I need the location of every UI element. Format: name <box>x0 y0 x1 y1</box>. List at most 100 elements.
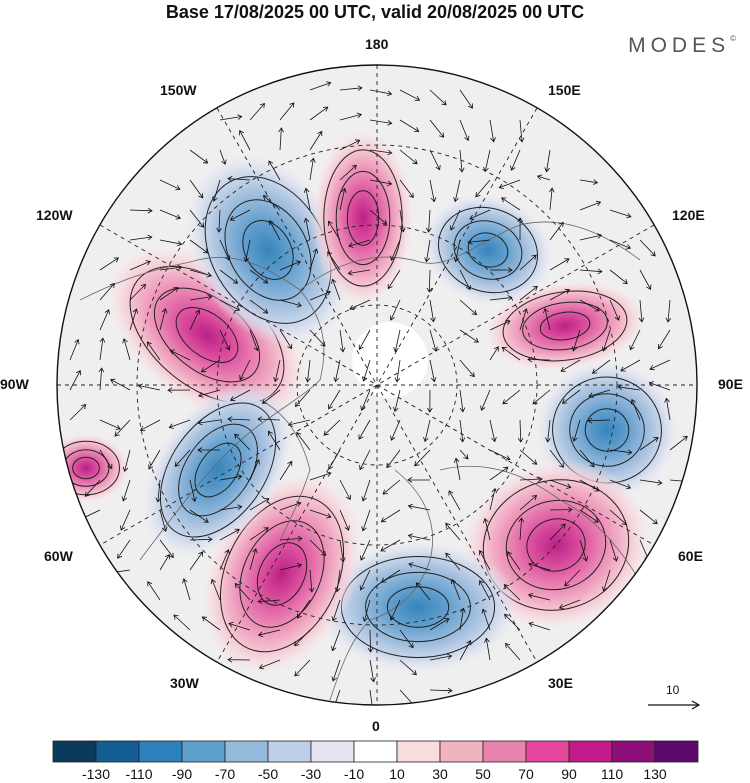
wind-vector <box>588 389 611 398</box>
wind-vector <box>239 129 251 151</box>
wind-vector <box>249 269 269 284</box>
wind-vector <box>173 614 191 631</box>
label-90w: 90W <box>0 376 29 392</box>
wind-vector <box>147 581 161 601</box>
wind-vector <box>229 389 251 402</box>
wind-vector <box>268 430 281 451</box>
wind-vector <box>309 248 319 271</box>
label-120e: 120E <box>672 207 705 223</box>
wind-vector <box>287 419 311 427</box>
contour-ring <box>386 586 450 628</box>
wind-vector <box>279 535 303 542</box>
colorbar-swatch <box>568 740 613 763</box>
wind-vector <box>445 552 461 571</box>
wind-vector <box>189 551 204 571</box>
wind-vector <box>159 239 183 247</box>
wind-vector <box>219 549 230 571</box>
wind-vector <box>249 329 259 352</box>
wind-vector <box>483 149 491 173</box>
colorbar-swatch <box>482 740 527 763</box>
wind-vector <box>517 419 524 443</box>
greenland-coast <box>259 399 311 541</box>
wind-vector <box>262 389 281 404</box>
contour-ring <box>453 220 523 280</box>
wind-vector <box>99 309 110 331</box>
wind-vector <box>543 307 551 331</box>
wind-vector <box>399 209 406 233</box>
wind-vector <box>601 329 611 352</box>
wind-vector <box>564 569 581 587</box>
wind-vector <box>258 659 281 670</box>
wind-vector <box>229 209 251 221</box>
wind-vector <box>415 582 431 601</box>
wind-vector <box>579 509 599 523</box>
wind-vector <box>234 433 251 451</box>
wind-vector <box>129 283 147 301</box>
contour-ring <box>159 402 277 538</box>
wind-vector <box>169 349 191 361</box>
wind-vector <box>429 179 437 203</box>
label-120w: 120W <box>36 207 73 223</box>
wind-vector <box>309 106 329 121</box>
wind-vector <box>558 599 581 610</box>
wind-vector <box>519 495 538 511</box>
wind-vector <box>369 209 388 225</box>
wind-vector <box>219 149 227 165</box>
wind-vector <box>560 359 581 372</box>
wind-vector <box>309 329 326 347</box>
wind-vector <box>620 359 641 372</box>
wind-vector <box>148 449 161 470</box>
wind-vector <box>137 383 161 391</box>
colorbar-tick-label: -30 <box>300 766 322 782</box>
wind-vector <box>228 621 251 631</box>
contour-ring <box>522 301 608 351</box>
wind-vector <box>279 501 302 511</box>
wind-vector <box>544 149 551 173</box>
wind-vector <box>219 114 243 121</box>
wind-vector <box>475 179 491 198</box>
wind-vector <box>389 299 401 321</box>
contour-ring <box>72 456 100 480</box>
wind-vector <box>359 569 371 591</box>
wind-vector <box>527 356 551 363</box>
wind-vector <box>257 629 281 638</box>
wind-vector <box>387 269 401 290</box>
wind-vector <box>639 239 656 257</box>
contour-ring <box>502 290 628 362</box>
wind-vector <box>639 269 652 290</box>
contour-ring <box>438 206 538 294</box>
wind-vector <box>358 419 371 440</box>
wind-vector <box>609 239 632 250</box>
wind-vector <box>429 653 453 661</box>
wind-vector <box>389 599 401 621</box>
colorbar-swatch <box>525 740 570 763</box>
wind-vector <box>198 389 221 398</box>
label-60w: 60W <box>44 548 73 564</box>
wind-vector <box>212 179 221 202</box>
wind-vector <box>528 621 551 631</box>
wind-vector <box>429 89 447 106</box>
wind-vector <box>129 308 139 331</box>
wind-vector <box>572 419 581 442</box>
colorbar-tick-label: 30 <box>432 766 448 782</box>
wind-vector <box>519 285 538 301</box>
wind-vector <box>333 359 341 383</box>
wind-vector <box>399 89 421 101</box>
wind-vector <box>407 477 431 483</box>
label-30e: 30E <box>548 675 573 691</box>
wind-vector <box>120 509 131 531</box>
wind-vector <box>609 299 620 321</box>
wind-vector <box>399 119 420 132</box>
wind-vector <box>278 127 284 151</box>
colorbar-swatch <box>138 740 183 763</box>
wind-vector <box>394 359 401 383</box>
brand-mark: © <box>730 34 736 43</box>
north-america-coast <box>79 256 325 561</box>
wind-vector <box>339 85 363 92</box>
wind-vector <box>489 295 513 301</box>
wind-vector <box>305 359 311 383</box>
wind-vector <box>358 329 371 350</box>
wind-vector <box>210 578 221 601</box>
wind-vector <box>399 629 414 649</box>
wind-vector <box>549 523 566 541</box>
